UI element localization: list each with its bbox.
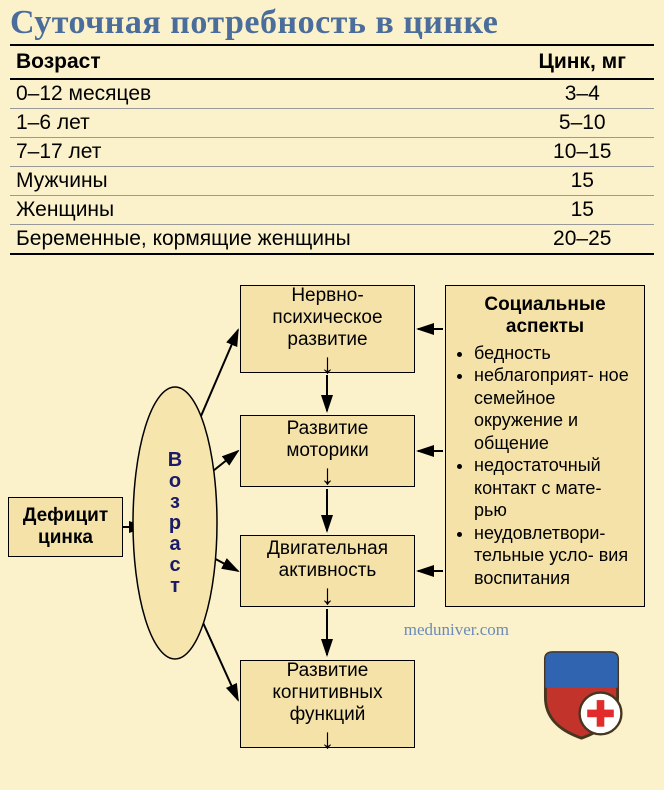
box-deficit: Дефицит цинка: [8, 497, 123, 557]
flowchart: Дефицит цинка Возраст Нервно- психическо…: [0, 255, 664, 785]
col-zinc: Цинк, мг: [511, 45, 655, 79]
table-row: 0–12 месяцев3–4: [10, 79, 654, 109]
box-label: Дефицит цинка: [17, 505, 114, 549]
ellipse-label: Возраст: [130, 383, 220, 663]
col-age: Возраст: [10, 45, 511, 79]
table-row: 7–17 лет10–15: [10, 138, 654, 167]
page-title: Суточная потребность в цинке: [0, 0, 664, 44]
zinc-table: Возраст Цинк, мг 0–12 месяцев3–4 1–6 лет…: [10, 44, 654, 255]
table-row: Беременные, кормящие женщины20–25: [10, 225, 654, 255]
table-row: Мужчины15: [10, 167, 654, 196]
age-ellipse: Возраст: [130, 383, 220, 663]
table-row: 1–6 лет5–10: [10, 109, 654, 138]
table-row: Женщины15: [10, 196, 654, 225]
